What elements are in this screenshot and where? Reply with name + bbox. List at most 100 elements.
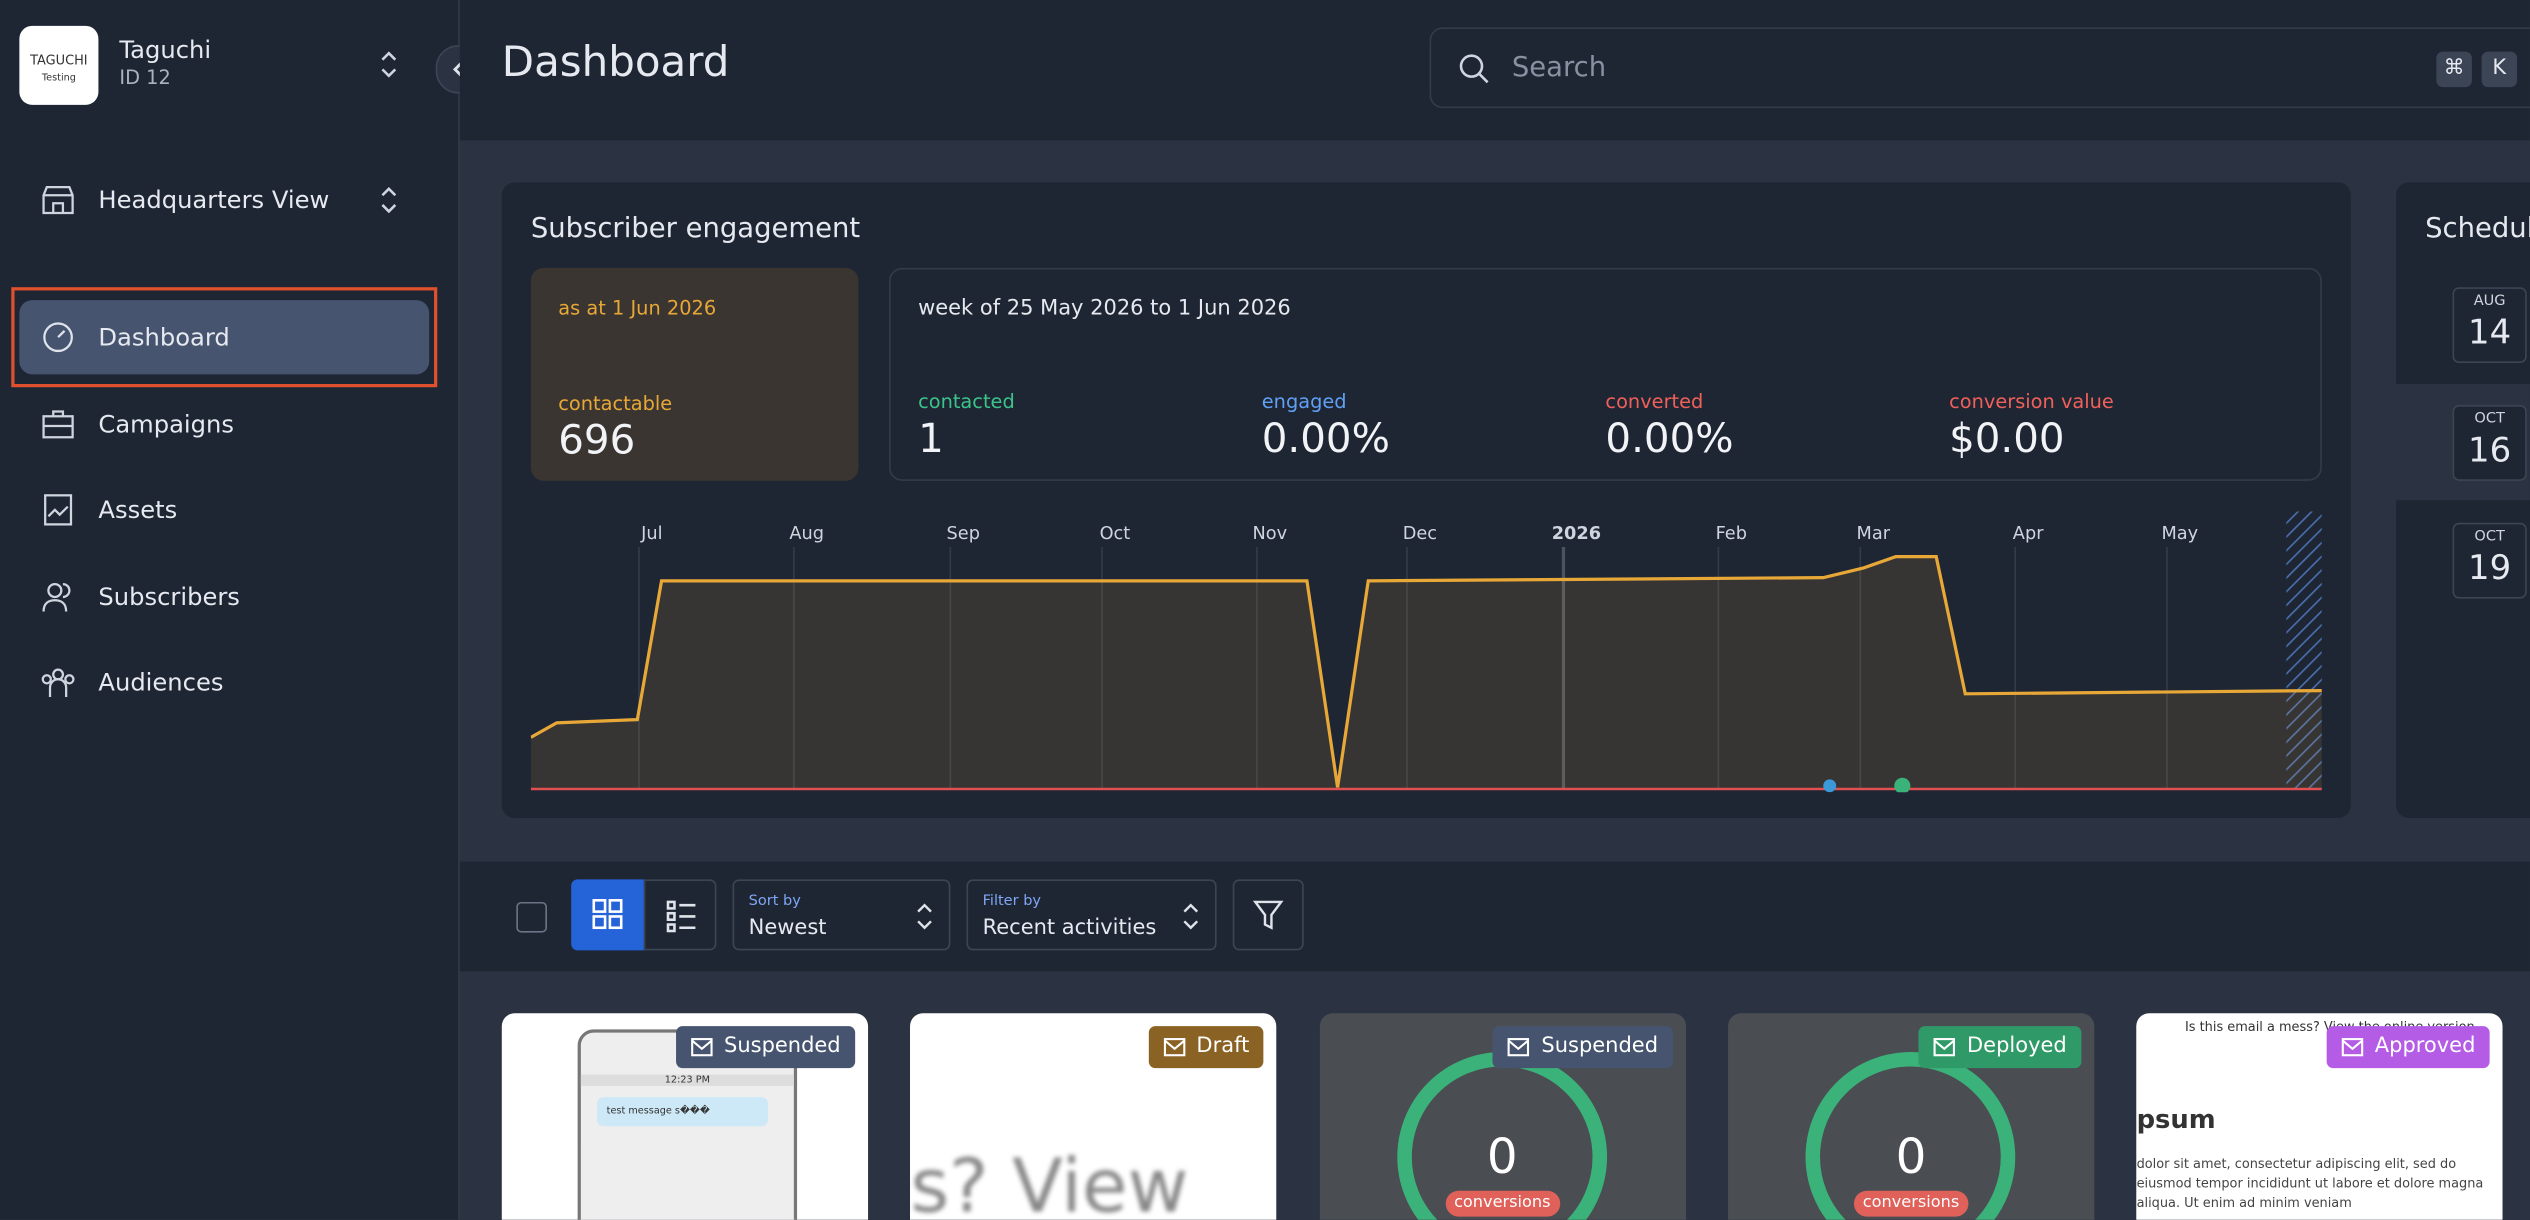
- campaign-card[interactable]: 0 conversions Suspended: [1319, 1013, 1686, 1220]
- view-label: Headquarters View: [98, 185, 330, 215]
- panel-title: Subscriber engagement: [530, 212, 861, 246]
- email-heading: psum: [2136, 1103, 2216, 1135]
- date-day: 16: [2468, 430, 2512, 470]
- nav-label: Subscribers: [98, 582, 240, 612]
- as-at: as at 1 Jun 2026: [558, 296, 717, 320]
- status-badge: Suspended: [675, 1026, 856, 1069]
- select-label: Sort by: [748, 893, 801, 911]
- status-badge: Suspended: [1493, 1026, 1673, 1069]
- engagement-chart: Jul Aug Sep Oct Nov Dec 2026 Feb Mar Apr May: [530, 511, 2322, 793]
- date-box: OCT 16: [2452, 404, 2527, 481]
- date-box: OCT 19: [2452, 522, 2527, 599]
- status-badge: Deployed: [1918, 1026, 2082, 1069]
- org-name: Taguchi: [119, 35, 212, 65]
- date-month: AUG: [2473, 293, 2506, 310]
- nav-label: Campaigns: [98, 409, 234, 439]
- search-box[interactable]: Search ⌘ K: [1429, 27, 2530, 109]
- date-day: 19: [2468, 548, 2512, 588]
- status-badge: Draft: [1148, 1026, 1264, 1069]
- contactable-box: as at 1 Jun 2026 contactable 696: [530, 267, 859, 481]
- month-label: Sep: [947, 524, 980, 544]
- campaign-card[interactable]: 12:23 PM test message s��� Suspended: [501, 1013, 869, 1220]
- month-label: Feb: [1716, 524, 1747, 544]
- select-value: Recent activities: [982, 916, 1157, 941]
- schedule-panel: Schedule AUG 14 OCT 16 OCT 19: [2396, 182, 2530, 819]
- date-box: AUG 14: [2452, 287, 2527, 364]
- phone-time: 12:23 PM: [580, 1074, 794, 1086]
- month-label: Dec: [1403, 524, 1437, 544]
- month-label: 2026: [1552, 524, 1601, 544]
- nav-item[interactable]: Dashboard: [19, 300, 430, 375]
- status-label: Suspended: [724, 1034, 841, 1059]
- month-label: Mar: [1857, 524, 1891, 544]
- view-switch[interactable]: Headquarters View: [19, 163, 429, 237]
- stat-label: converted: [1605, 390, 1704, 414]
- stat-value: 696: [558, 416, 636, 464]
- campaign-card[interactable]: Is this email a mess? View the online ve…: [2136, 1013, 2503, 1220]
- page-title: Dashboard: [501, 38, 730, 88]
- logo: TAGUCHI Testing: [19, 25, 99, 105]
- nav-item[interactable]: Subscribers: [19, 560, 429, 634]
- preview-text: s? View: [910, 1142, 1189, 1220]
- date-month: OCT: [2474, 529, 2505, 546]
- nav-label: Dashboard: [98, 322, 230, 352]
- shortcut-key: K: [2481, 51, 2518, 88]
- stat-label: conversion value: [1949, 390, 2114, 414]
- month-label: Aug: [789, 524, 824, 544]
- status-label: Deployed: [1967, 1034, 2067, 1059]
- stat-value: $0.00: [1949, 414, 2065, 462]
- status-badge: Approved: [2326, 1026, 2490, 1069]
- filter-button[interactable]: [1232, 879, 1304, 951]
- org-switch[interactable]: [378, 48, 401, 80]
- logo-brand: TAGUCHI: [30, 53, 88, 68]
- nav-item[interactable]: Audiences: [19, 645, 429, 719]
- conversion-label: conversions: [1853, 1190, 1969, 1217]
- select-all[interactable]: [516, 901, 547, 933]
- list-view[interactable]: [643, 879, 717, 951]
- week: week of 25 May 2026 to 1 Jun 2026: [918, 296, 1291, 322]
- campaign-card[interactable]: 0 conversions Deployed: [1727, 1013, 2095, 1220]
- month-label: Nov: [1253, 524, 1288, 544]
- grid-view[interactable]: [571, 879, 644, 951]
- logo-sub: Testing: [41, 72, 76, 84]
- stat-label: engaged: [1261, 390, 1347, 414]
- month-label: Apr: [2013, 524, 2044, 544]
- month-label: May: [2162, 524, 2199, 544]
- email-body: dolor sit amet, consectetur adipiscing e…: [2136, 1156, 2484, 1211]
- date-month: OCT: [2474, 411, 2505, 428]
- stat-value: 1: [918, 414, 944, 462]
- status-label: Suspended: [1541, 1034, 1659, 1059]
- stat-value: 0.00%: [1605, 414, 1734, 462]
- engagement-panel: Subscriber engagement as at 1 Jun 2026 c…: [501, 182, 2351, 819]
- search-placeholder: Search: [1511, 51, 1607, 84]
- status-label: Approved: [2374, 1034, 2476, 1059]
- conversion-count: 0: [1895, 1129, 1927, 1186]
- stat-value: 0.00%: [1261, 414, 1390, 462]
- phone-message: test message s���: [596, 1097, 769, 1127]
- nav-item[interactable]: Campaigns: [19, 387, 429, 461]
- highlight: [11, 287, 438, 388]
- stat-label: contactable: [558, 392, 673, 415]
- shortcut-key: ⌘: [2436, 51, 2472, 88]
- nav-item[interactable]: Assets: [19, 473, 429, 547]
- sort-select[interactable]: Sort by Newest: [732, 879, 951, 951]
- panel-title: Schedule: [2425, 212, 2530, 246]
- month-label: Oct: [1100, 524, 1131, 544]
- nav-label: Assets: [98, 495, 178, 525]
- status-label: Draft: [1196, 1034, 1250, 1059]
- sidebar: TAGUCHI Testing Taguchi ID 12 Headquarte…: [0, 0, 460, 1220]
- date-day: 14: [2468, 313, 2512, 352]
- filter-select[interactable]: Filter by Recent activities: [966, 879, 1217, 951]
- week-box: week of 25 May 2026 to 1 Jun 2026 contac…: [889, 267, 2322, 481]
- header: [459, 0, 2530, 141]
- conversion-label: conversions: [1445, 1190, 1560, 1217]
- select-value: Newest: [748, 916, 827, 941]
- stat-label: contacted: [918, 390, 1015, 414]
- nav-label: Audiences: [98, 667, 224, 698]
- month-label: Jul: [640, 524, 662, 544]
- select-label: Filter by: [982, 893, 1042, 911]
- campaign-card[interactable]: s? View Draft: [910, 1013, 1277, 1220]
- org-id: ID 12: [119, 66, 171, 89]
